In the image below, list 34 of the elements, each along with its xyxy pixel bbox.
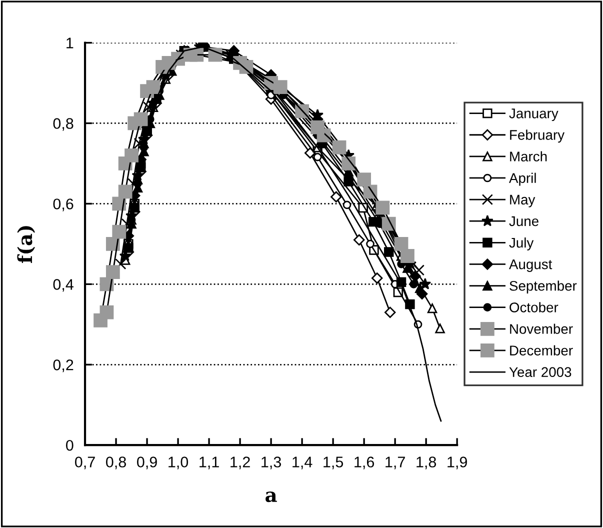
legend-label: December [510, 345, 573, 356]
y-tick-label: 0,2 [53, 360, 74, 372]
x-tick-label: 1,7 [386, 456, 405, 470]
y-tick-label: 0,4 [53, 279, 74, 292]
legend-label: May [510, 194, 536, 208]
x-tick-label: 1,0 [168, 456, 188, 470]
x-tick-label: 1,5 [324, 456, 344, 470]
x-tick-label: 1,8 [416, 456, 436, 470]
x-tick-label: 1,4 [292, 456, 312, 470]
y-tick-label: 0 [66, 440, 74, 451]
y-axis-title: f(a) [17, 226, 35, 264]
legend-label: August [508, 260, 552, 272]
x-tick-label: 1,2 [230, 456, 250, 470]
legend-label: February [510, 130, 565, 143]
x-tick-label: 1,3 [262, 456, 281, 470]
x-tick-label: 0,8 [106, 456, 126, 470]
legend-label: March [510, 151, 547, 162]
x-tick-label: 0,9 [137, 456, 157, 470]
legend-label: September [510, 280, 577, 294]
x-axis-title: a [266, 492, 277, 502]
legend-label: April [508, 172, 536, 186]
x-tick-label: 1,1 [200, 456, 219, 470]
x-tick-label: 1,9 [448, 456, 467, 470]
y-tick-label: 0,6 [53, 198, 74, 212]
legend-label: July [509, 237, 534, 250]
legend-label: January [509, 108, 558, 122]
x-tick-label: 1,6 [354, 456, 374, 470]
legend-label: October [510, 302, 558, 312]
legend-label: Year 2003 [509, 367, 572, 378]
legend-label: June [509, 216, 538, 226]
y-tick-label: 1 [66, 38, 74, 48]
legend-label: November [510, 324, 573, 334]
y-tick-label: 0,8 [53, 118, 74, 131]
x-tick-label: 0,7 [75, 456, 95, 470]
